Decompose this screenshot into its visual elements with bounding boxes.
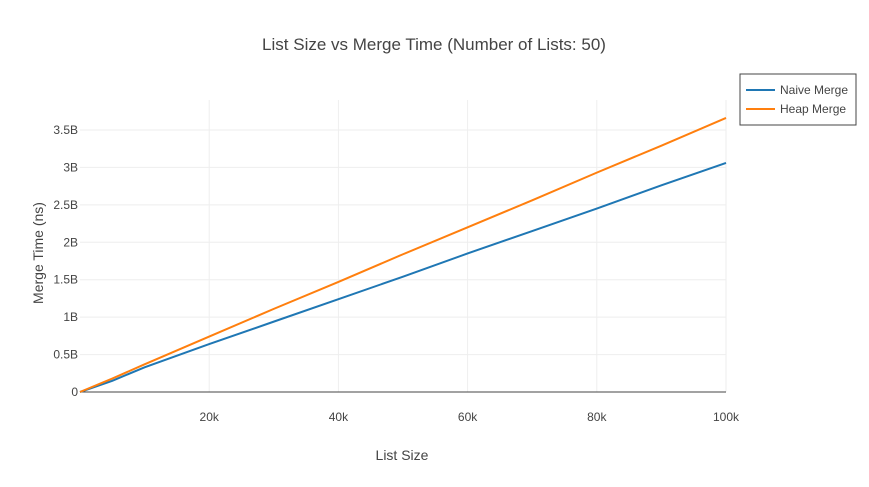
y-tick-label: 3.5B <box>53 123 78 137</box>
y-tick-label: 2B <box>63 235 78 249</box>
legend-box <box>739 73 857 126</box>
y-tick-label: 0.5B <box>53 348 78 362</box>
x-tick-label: 60k <box>458 410 478 424</box>
legend-label: Heap Merge <box>780 102 846 116</box>
y-tick-label: 3B <box>63 160 78 174</box>
y-tick-label: 1B <box>63 310 78 324</box>
gridlines <box>80 100 727 392</box>
x-tick-label: 100k <box>713 410 740 424</box>
legend-item-heap-merge[interactable]: Heap Merge <box>746 102 846 116</box>
x-tick-label: 20k <box>200 410 220 424</box>
legend-item-naive-merge[interactable]: Naive Merge <box>746 83 848 97</box>
x-tick-label: 80k <box>587 410 607 424</box>
series-line-heap-merge[interactable] <box>79 117 727 393</box>
x-axis-title: List Size <box>376 447 429 463</box>
y-tick-label: 2.5B <box>53 198 78 212</box>
series-layer <box>79 117 727 393</box>
legend[interactable]: Naive Merge Heap Merge <box>739 73 857 126</box>
x-tick-label: 40k <box>329 410 349 424</box>
y-tick-label: 1.5B <box>53 273 78 287</box>
axes: 20k 40k 60k 80k 100k 0 0.5B 1B 1.5B 2B 2.5B 3B 3.5B <box>53 123 740 424</box>
y-axis-title: Merge Time (ns) <box>30 202 46 304</box>
y-tick-label: 0 <box>71 385 78 399</box>
legend-label: Naive Merge <box>780 83 848 97</box>
chart-title: List Size vs Merge Time (Number of Lists… <box>262 35 606 54</box>
series-line-naive-merge[interactable] <box>79 161 727 393</box>
